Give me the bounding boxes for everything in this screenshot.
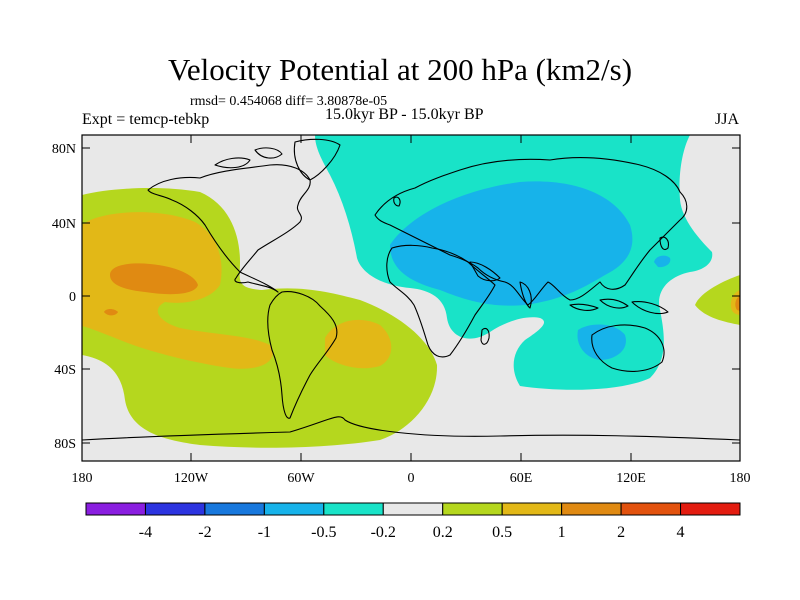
season-label: JJA	[715, 111, 740, 128]
colorbar-label: 4	[677, 524, 685, 541]
colorbar-box	[501, 502, 563, 516]
colorbar-box	[680, 502, 741, 516]
colorbar-box	[561, 502, 622, 516]
contour-green-east	[695, 275, 740, 325]
colorbar-label: -0.5	[311, 524, 336, 541]
contour-darkorange-east	[735, 296, 740, 311]
colorbar-label: 0.5	[492, 524, 512, 541]
lon-label: 120E	[616, 471, 646, 486]
colorbar-box	[442, 502, 503, 516]
contour-darkorange-pacific	[110, 263, 198, 295]
experiment-label: Expt = temcp-tebkp	[82, 111, 210, 128]
colorbar-labels: -4 -2 -1 -0.5 -0.2 0.2 0.5 1 2 4	[139, 524, 685, 541]
lon-label: 0	[408, 471, 415, 486]
contour-blue-small	[654, 255, 671, 268]
colorbar-box	[144, 502, 206, 516]
lon-label: 180	[72, 471, 93, 486]
lon-label: 60E	[510, 471, 533, 486]
lat-label: 0	[69, 290, 76, 305]
period-label: 15.0kyr BP - 15.0kyr BP	[325, 106, 484, 123]
lat-label: 40N	[52, 217, 76, 232]
lat-label: 80N	[52, 142, 76, 157]
colorbar-label: 2	[617, 524, 625, 541]
colorbar-boxes	[85, 502, 741, 516]
colorbar-label: -4	[139, 524, 152, 541]
colorbar-box	[204, 502, 265, 516]
chart-title: Velocity Potential at 200 hPa (km2/s)	[167, 52, 633, 87]
contour-orange-atlantic	[325, 319, 392, 369]
colorbar-box	[620, 502, 682, 516]
contour-fills	[82, 135, 740, 448]
contour-darkorange-small	[104, 309, 118, 316]
colorbar-box	[263, 502, 325, 516]
colorbar-label: -0.2	[371, 524, 396, 541]
stats-text: rmsd= 0.454068 diff= 3.80878e-05	[190, 94, 388, 109]
lon-label: 60W	[287, 471, 315, 486]
contour-blue-asia	[390, 181, 633, 306]
colorbar-label: 1	[558, 524, 566, 541]
colorbar-box	[382, 502, 444, 516]
lat-label: 80S	[54, 437, 76, 452]
colorbar-label: 0.2	[433, 524, 453, 541]
colorbar-label: -1	[258, 524, 271, 541]
contour-blue-australia	[577, 324, 626, 360]
colorbar-box	[85, 502, 146, 516]
lon-label: 180	[730, 471, 751, 486]
coastlines	[81, 138, 741, 441]
colorbar-label: -2	[198, 524, 211, 541]
lon-label: 120W	[174, 471, 209, 486]
lat-label: 40S	[54, 363, 76, 378]
tick-marks	[82, 135, 740, 461]
colorbar-box	[323, 502, 384, 516]
